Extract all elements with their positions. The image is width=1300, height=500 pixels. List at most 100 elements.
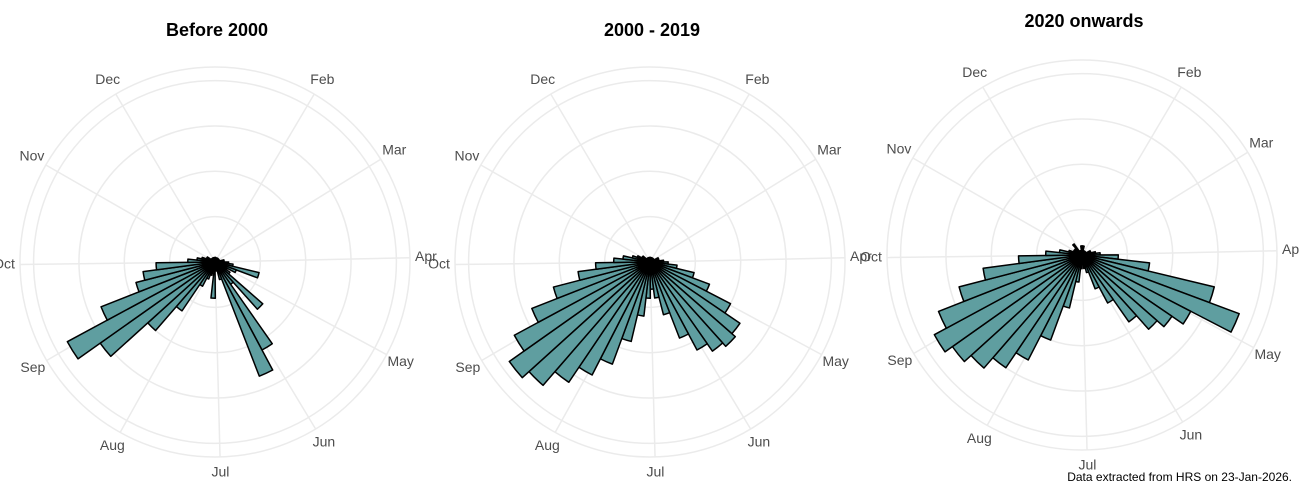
month-label: Feb bbox=[1177, 64, 1201, 80]
bar bbox=[100, 261, 216, 321]
grid-spoke bbox=[119, 261, 216, 433]
grid-ring bbox=[513, 125, 787, 399]
grid-ring bbox=[945, 118, 1219, 392]
bar bbox=[66, 261, 216, 360]
grid-spoke bbox=[649, 257, 845, 263]
bar bbox=[649, 261, 690, 339]
bar bbox=[552, 261, 651, 300]
grid-spoke bbox=[480, 164, 651, 263]
month-label: Feb bbox=[310, 71, 334, 87]
month-label: May bbox=[822, 353, 848, 369]
grid-spoke bbox=[912, 157, 1083, 256]
month-label: Apr bbox=[850, 248, 872, 264]
month-label: Sep bbox=[455, 359, 480, 375]
bar bbox=[649, 261, 724, 352]
bar bbox=[1017, 254, 1083, 265]
bar bbox=[1081, 254, 1192, 325]
bar bbox=[1081, 254, 1138, 323]
month-label: Aug bbox=[967, 430, 992, 446]
bar bbox=[958, 254, 1083, 303]
grid-spoke bbox=[214, 261, 387, 356]
bar bbox=[577, 261, 651, 281]
bar bbox=[1081, 254, 1114, 304]
grid-spoke bbox=[1081, 151, 1249, 256]
month-label: Dec bbox=[962, 64, 987, 80]
bar bbox=[649, 261, 737, 348]
month-label: Mar bbox=[382, 141, 406, 157]
month-label: May bbox=[387, 353, 413, 369]
bar bbox=[1080, 245, 1083, 256]
grid-ring bbox=[558, 170, 742, 354]
month-label: Mar bbox=[1249, 134, 1273, 150]
month-label: Nov bbox=[887, 141, 912, 157]
month-label: Dec bbox=[530, 71, 555, 87]
grid-spoke bbox=[649, 93, 750, 263]
bar bbox=[648, 256, 651, 263]
grid-ring bbox=[990, 163, 1174, 347]
bar bbox=[1081, 254, 1240, 333]
bar bbox=[982, 254, 1083, 281]
month-label: Jul bbox=[1078, 457, 1096, 473]
bar bbox=[937, 254, 1083, 329]
grid-ring bbox=[899, 72, 1265, 438]
month-label: Nov bbox=[455, 148, 480, 164]
chart-title: 2000 - 2019 bbox=[604, 20, 700, 40]
grid-spoke bbox=[45, 164, 216, 263]
bar bbox=[155, 261, 216, 271]
bar bbox=[214, 261, 264, 310]
chart-title: Before 2000 bbox=[166, 20, 268, 40]
bar bbox=[142, 261, 216, 281]
month-label: Sep bbox=[20, 359, 45, 375]
chart-title: 2020 onwards bbox=[1024, 11, 1143, 31]
outer-grid bbox=[454, 66, 846, 458]
bar bbox=[1081, 254, 1158, 330]
month-label: Oct bbox=[860, 248, 882, 264]
grid-ring bbox=[467, 79, 833, 445]
bar bbox=[649, 261, 660, 299]
month-label: Sep bbox=[887, 352, 912, 368]
bar bbox=[513, 261, 651, 352]
month-label: Feb bbox=[745, 71, 769, 87]
grid-ring bbox=[78, 125, 352, 399]
month-label: Aug bbox=[100, 437, 125, 453]
grid-spoke bbox=[1081, 86, 1182, 256]
month-label: Oct bbox=[0, 255, 15, 271]
bar bbox=[649, 261, 708, 351]
grid-spoke bbox=[649, 158, 817, 263]
grid-spoke bbox=[115, 93, 216, 263]
month-label: Dec bbox=[95, 71, 120, 87]
bar bbox=[1081, 254, 1173, 328]
grid-spoke bbox=[214, 93, 315, 263]
grid-spoke bbox=[550, 93, 651, 263]
bar bbox=[135, 261, 216, 293]
month-label: Mar bbox=[817, 141, 841, 157]
grid-spoke bbox=[1081, 254, 1088, 450]
grid-spoke bbox=[982, 86, 1083, 256]
grid-ring bbox=[123, 170, 307, 354]
bar bbox=[508, 261, 651, 379]
bar bbox=[594, 261, 651, 270]
bar bbox=[213, 256, 216, 263]
month-label: Jun bbox=[1180, 426, 1203, 442]
outer-grid bbox=[886, 59, 1278, 451]
month-label: Jun bbox=[748, 433, 771, 449]
bar bbox=[649, 261, 671, 316]
month-label: Jun bbox=[313, 433, 336, 449]
bar bbox=[531, 261, 651, 324]
month-label: Nov bbox=[20, 148, 45, 164]
caption: Data extracted from HRS on 23-Jan-2026. bbox=[1067, 470, 1292, 484]
bar bbox=[214, 261, 274, 377]
month-label: Jul bbox=[646, 464, 664, 480]
month-label: May bbox=[1254, 346, 1280, 362]
grid-spoke bbox=[214, 257, 410, 263]
month-label: Oct bbox=[428, 255, 450, 271]
outer-grid bbox=[19, 66, 411, 458]
month-label: Jul bbox=[211, 464, 229, 480]
month-label: Apr bbox=[1282, 241, 1300, 257]
month-label: Aug bbox=[535, 437, 560, 453]
bar bbox=[933, 254, 1083, 353]
bar bbox=[1081, 254, 1100, 290]
grid-spoke bbox=[214, 158, 382, 263]
